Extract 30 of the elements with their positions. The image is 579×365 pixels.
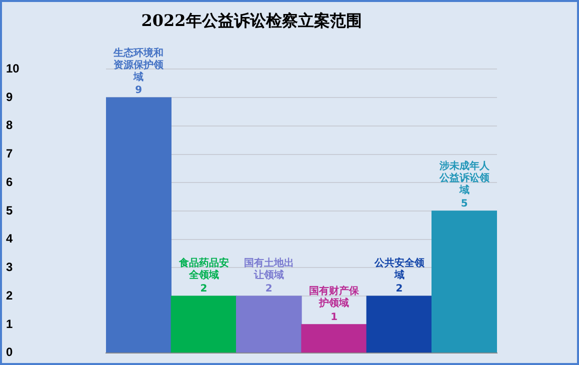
bar	[432, 210, 497, 353]
x-tick-label: 食品药品安全领域	[178, 258, 230, 282]
y-tick-label: 6	[6, 174, 13, 189]
y-tick-label: 4	[6, 232, 13, 246]
data-label: 9	[135, 85, 142, 96]
chart-title: 2022年公益诉讼检察立案范围	[141, 10, 362, 30]
y-tick-label: 2	[6, 288, 13, 302]
bar	[106, 97, 172, 353]
x-tick-label: 国有土地出让领域	[242, 258, 295, 282]
bar	[236, 296, 302, 353]
y-tick-label: 0	[6, 345, 13, 360]
data-label: 2	[265, 284, 272, 295]
x-tick-label: 公共安全领域	[373, 258, 426, 282]
y-tick-label: 8	[6, 118, 13, 132]
y-tick-label: 3	[6, 260, 13, 274]
data-label: 2	[200, 284, 208, 295]
y-tick-label: 5	[6, 203, 13, 218]
y-tick-label: 9	[6, 90, 13, 104]
data-label: 5	[460, 198, 468, 210]
bar	[301, 324, 367, 353]
x-tick-label: 涉未成年人公益诉讼领域	[438, 161, 490, 197]
bar	[366, 296, 432, 353]
y-tick-label: 1	[6, 316, 13, 331]
x-tick-label: 国有财产保护领域	[308, 286, 360, 310]
data-label: 1	[330, 312, 338, 324]
y-tick-label: 7	[6, 146, 13, 161]
y-tick-label: 10	[6, 62, 20, 76]
x-tick-label: 生态环境和资源保护领域	[112, 48, 165, 84]
data-label: 2	[396, 284, 403, 295]
bar	[170, 296, 237, 353]
